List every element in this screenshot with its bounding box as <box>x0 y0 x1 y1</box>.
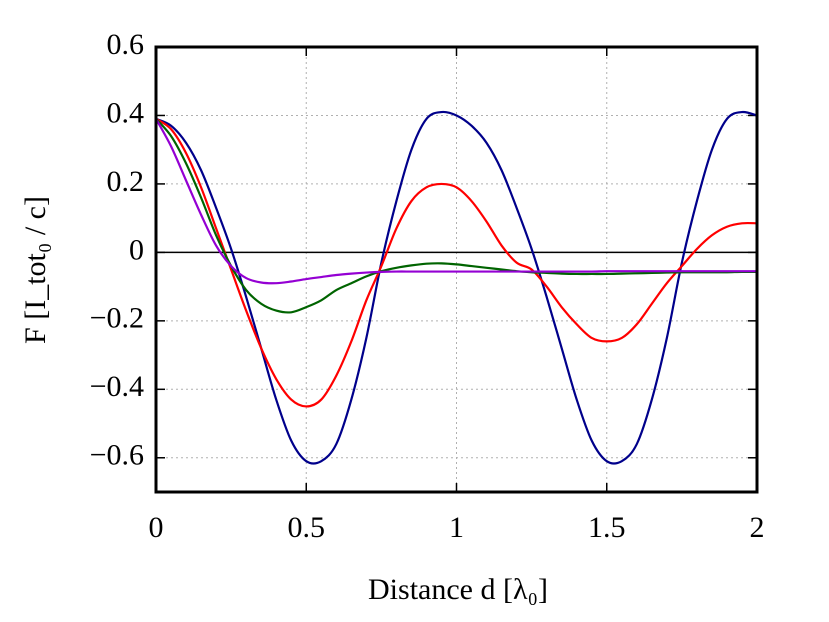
y-tick-label: 0.6 <box>107 28 145 61</box>
series-line <box>155 117 758 408</box>
x-tick-label: 1 <box>449 511 464 544</box>
series-line <box>155 118 758 314</box>
plot-frame <box>154 45 759 494</box>
series-line <box>155 110 758 465</box>
y-tick-label: −0.2 <box>90 302 144 335</box>
x-tick-label: 0.5 <box>288 511 326 544</box>
x-axis-label: Distance d [λ₀] <box>368 573 548 606</box>
y-axis-label: F [I_tot₀ / c] <box>19 196 52 344</box>
series-line <box>155 118 757 285</box>
x-tick-label: 1.5 <box>588 511 626 544</box>
y-tick-label: 0 <box>129 233 144 266</box>
y-tick-label: 0.4 <box>107 96 145 129</box>
y-tick-label: −0.4 <box>90 370 144 403</box>
y-tick-label: −0.6 <box>90 439 144 472</box>
x-tick-label: 0 <box>149 511 164 544</box>
y-tick-label: 0.2 <box>107 165 145 198</box>
x-tick-label: 2 <box>750 511 765 544</box>
